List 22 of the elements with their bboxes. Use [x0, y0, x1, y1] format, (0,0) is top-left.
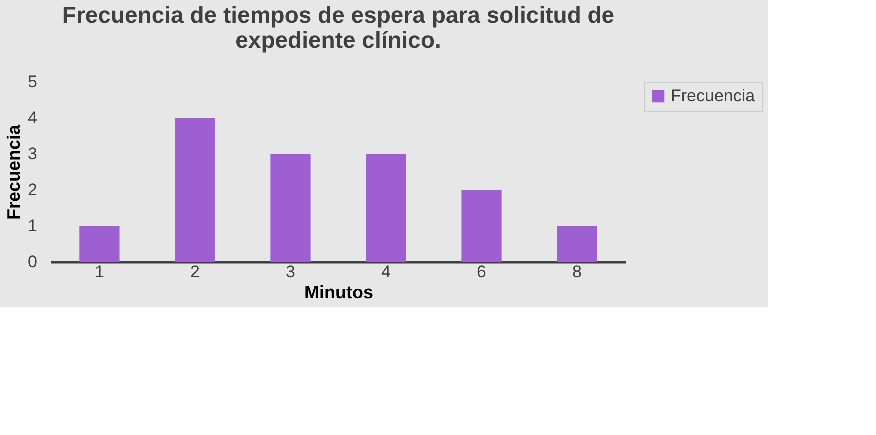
bar: [175, 118, 216, 262]
y-tick-label: 3: [28, 144, 38, 164]
bar: [270, 154, 311, 262]
y-tick-label: 4: [28, 108, 38, 128]
y-tick-label: 5: [28, 72, 38, 92]
x-tick-label: 6: [477, 262, 487, 282]
x-tick-label: 3: [286, 262, 296, 282]
x-tick-label: 2: [190, 262, 200, 282]
y-tick-label: 2: [28, 180, 38, 200]
bar: [557, 226, 598, 262]
y-axis-title: Frecuencia: [4, 124, 24, 220]
y-tick-label: 1: [28, 216, 38, 236]
bar: [80, 226, 120, 262]
x-tick-label: 1: [94, 262, 104, 282]
legend-label: Frecuencia: [671, 86, 756, 106]
x-axis-title: Minutos: [304, 282, 374, 302]
x-tick-label: 4: [382, 262, 391, 282]
x-tick-label: 8: [572, 262, 582, 282]
y-tick-label: 0: [28, 252, 38, 272]
bar: [462, 190, 502, 262]
bar: [366, 154, 406, 262]
chart-title: Frecuencia de tiempos de espera para solicitud de expediente clínico.: [62, 2, 615, 53]
